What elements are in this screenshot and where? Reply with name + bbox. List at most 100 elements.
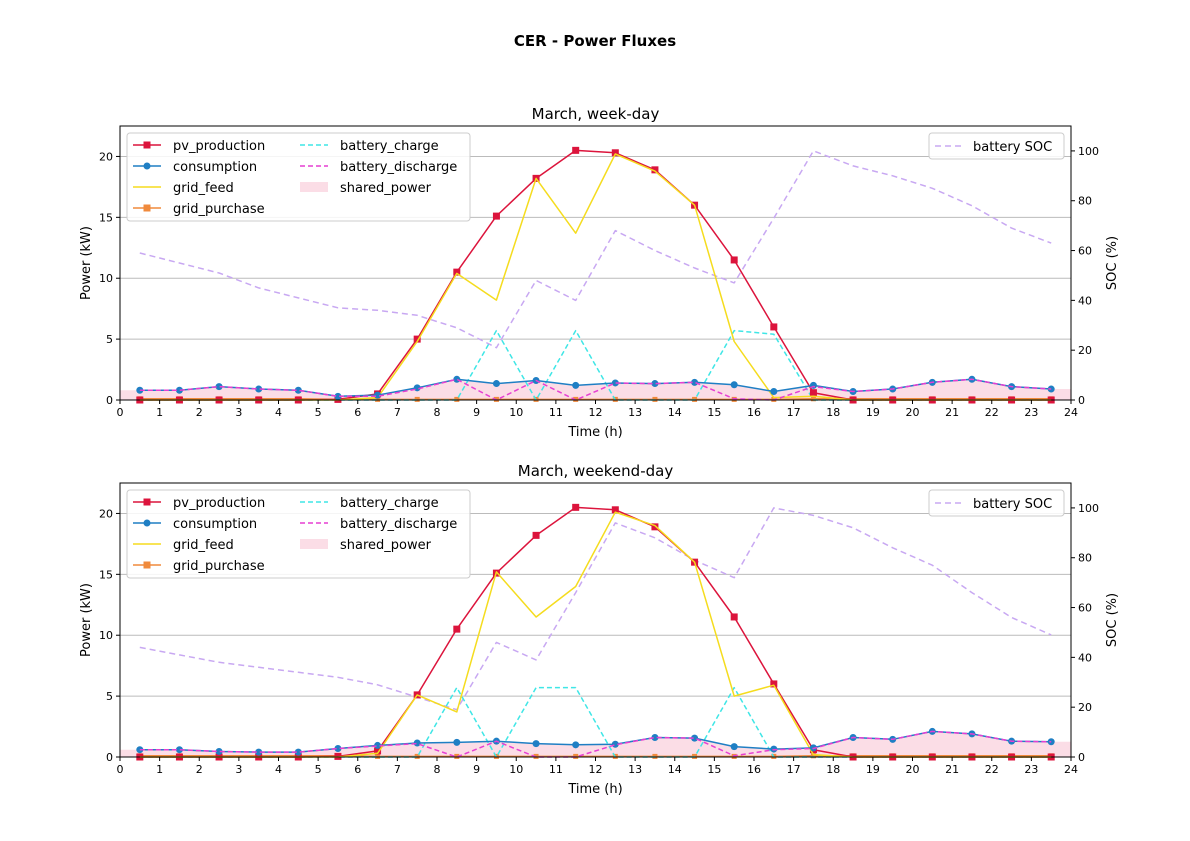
series-consumption-point <box>175 386 183 394</box>
series-pv-production-point <box>572 146 580 154</box>
legend-label-consumption: consumption <box>173 517 257 532</box>
x-tick-label: 20 <box>906 763 920 776</box>
x-tick-label: 2 <box>196 763 203 776</box>
y2-tick-label: 20 <box>1078 701 1092 714</box>
x-tick-label: 5 <box>315 763 322 776</box>
series-pv-production-point <box>651 166 659 174</box>
y-tick-label: 15 <box>99 568 113 581</box>
legend-left: pv_production consumption grid_feed grid_pu… <box>126 132 471 222</box>
x-tick-label: 9 <box>473 406 480 419</box>
legend-label-shared-power: shared_power <box>340 538 432 553</box>
y2-tick-label: 0 <box>1078 751 1085 764</box>
series-pv-production-point <box>453 625 461 633</box>
legend-box <box>126 489 471 579</box>
y2-tick-label: 40 <box>1078 294 1092 307</box>
series-pv-production-point <box>730 613 738 621</box>
legend-label-grid-feed: grid_feed <box>173 538 234 553</box>
x-tick-label: 6 <box>354 763 361 776</box>
x-tick-label: 22 <box>985 763 999 776</box>
x-tick-label: 4 <box>275 406 282 419</box>
y2-tick-label: 60 <box>1078 602 1092 615</box>
legend-marker-pv-production <box>143 498 151 506</box>
y-tick-label: 0 <box>106 394 113 407</box>
y-tick-label: 20 <box>99 507 113 520</box>
series-consumption-point <box>294 386 302 394</box>
series-grid-purchase-point <box>414 396 420 402</box>
x-tick-label: 17 <box>787 406 801 419</box>
chart-title: March, weekend-day <box>518 462 674 480</box>
x-tick-label: 0 <box>117 406 124 419</box>
series-grid-purchase-point <box>375 753 381 759</box>
x-tick-label: 11 <box>549 406 563 419</box>
series-consumption-point <box>651 380 659 388</box>
series-consumption-point <box>691 734 699 742</box>
x-tick-label: 10 <box>509 763 523 776</box>
series-consumption-point <box>255 385 263 393</box>
series-consumption-point <box>770 387 778 395</box>
x-tick-label: 3 <box>235 763 242 776</box>
series-battery-soc-line <box>139 150 1052 349</box>
y-tick-label: 15 <box>99 211 113 224</box>
series-consumption-point <box>492 380 500 388</box>
x-tick-label: 21 <box>945 763 959 776</box>
x-tick-label: 19 <box>866 763 880 776</box>
legend-label-grid-purchase: grid_purchase <box>173 202 265 217</box>
series-pv-production-point <box>532 531 540 539</box>
x-tick-label: 6 <box>354 406 361 419</box>
y-tick-label: 10 <box>99 629 113 642</box>
series-grid-purchase-point <box>414 753 420 759</box>
x-tick-label: 13 <box>628 763 642 776</box>
series-pv-production-point <box>492 212 500 220</box>
x-axis-label: Time (h) <box>567 425 622 440</box>
series-pv-production-point <box>809 389 817 397</box>
series-grid-purchase-line <box>139 755 1052 758</box>
chart-title: March, week-day <box>532 105 660 123</box>
y-axis-label: Power (kW) <box>79 226 94 300</box>
series-pv-production-point <box>572 503 580 511</box>
series-consumption-point <box>215 748 223 756</box>
legend-marker-grid-purchase <box>143 561 151 569</box>
x-tick-label: 5 <box>315 406 322 419</box>
series-battery-discharge-line <box>139 378 1052 401</box>
x-tick-label: 9 <box>473 763 480 776</box>
legend-box <box>928 489 1065 517</box>
series-pv-production-point <box>770 680 778 688</box>
legend-label-battery-charge: battery_charge <box>340 139 439 154</box>
x-tick-label: 7 <box>394 763 401 776</box>
x-tick-label: 1 <box>156 406 163 419</box>
x-tick-label: 2 <box>196 406 203 419</box>
x-tick-label: 16 <box>747 406 761 419</box>
legend-label-battery-soc: battery SOC <box>973 497 1052 512</box>
x-tick-label: 8 <box>434 763 441 776</box>
y2-tick-label: 80 <box>1078 195 1092 208</box>
legend-right: battery SOC <box>928 489 1065 517</box>
legend-swatch-shared-power <box>300 539 328 549</box>
series-grid-purchase-point <box>375 396 381 402</box>
legend-label-battery-discharge: battery_discharge <box>340 517 457 532</box>
legend-label-battery-discharge: battery_discharge <box>340 160 457 175</box>
legend-marker-grid-purchase <box>143 204 151 212</box>
y-tick-label: 20 <box>99 150 113 163</box>
x-tick-label: 15 <box>707 406 721 419</box>
x-tick-label: 16 <box>747 763 761 776</box>
x-tick-label: 7 <box>394 406 401 419</box>
y2-tick-label: 100 <box>1078 502 1099 515</box>
x-tick-label: 14 <box>668 406 682 419</box>
series-consumption-point <box>334 744 342 752</box>
x-tick-label: 14 <box>668 763 682 776</box>
y2-tick-label: 80 <box>1078 552 1092 565</box>
legend-label-battery-charge: battery_charge <box>340 496 439 511</box>
series-consumption-point <box>691 378 699 386</box>
y2-tick-label: 60 <box>1078 245 1092 258</box>
series-consumption-point <box>572 381 580 389</box>
x-tick-label: 8 <box>434 406 441 419</box>
y2-tick-label: 0 <box>1078 394 1085 407</box>
legend-label-consumption: consumption <box>173 160 257 175</box>
x-tick-label: 4 <box>275 763 282 776</box>
series-consumption-point <box>611 379 619 387</box>
legend-label-pv-production: pv_production <box>173 139 265 154</box>
series-grid-purchase-point <box>454 396 460 402</box>
x-tick-label: 21 <box>945 406 959 419</box>
